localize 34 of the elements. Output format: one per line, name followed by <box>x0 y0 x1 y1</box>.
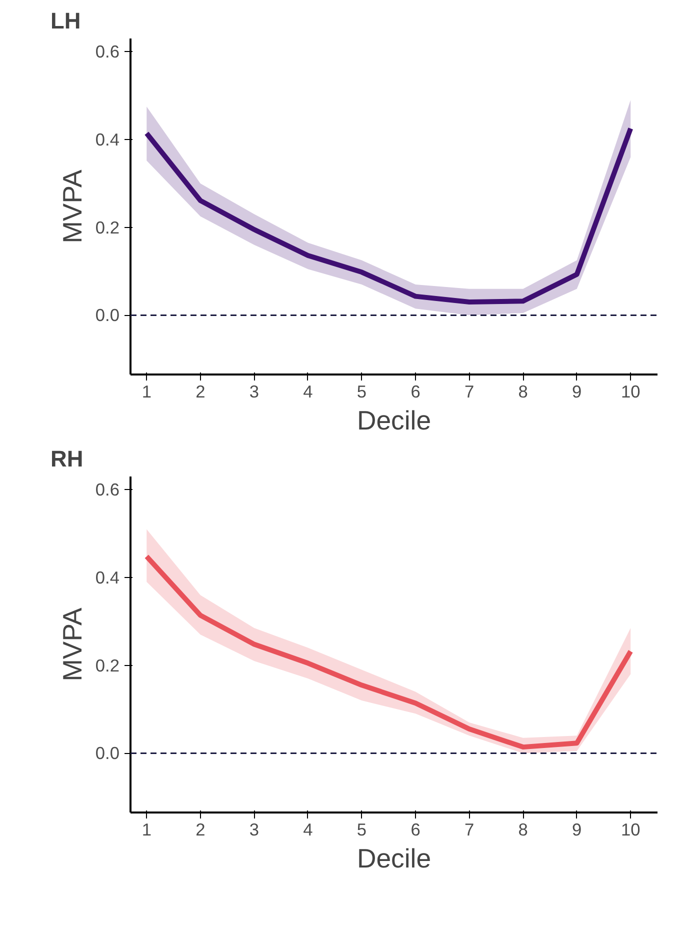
y-tick-label: 0.6 <box>95 42 120 62</box>
x-tick-label: 5 <box>356 820 367 840</box>
x-tick-label: 1 <box>142 820 152 840</box>
x-tick-label: 10 <box>620 382 640 402</box>
x-tick-label: 4 <box>303 382 314 402</box>
x-tick-label: 7 <box>464 820 474 840</box>
x-tick-label: 2 <box>196 820 206 840</box>
y-tick-label: 0.2 <box>95 655 120 676</box>
x-tick-label: 5 <box>356 382 367 402</box>
x-tick-label: 7 <box>464 382 474 402</box>
x-tick-label: 9 <box>572 382 582 402</box>
y-axis-title: MVPA <box>57 607 88 682</box>
x-tick-label: 6 <box>410 382 420 402</box>
y-axis-title: MVPA <box>57 169 88 244</box>
y-tick-label: 0.2 <box>95 217 120 238</box>
y-tick-label: 0.0 <box>95 305 120 326</box>
y-tick-label: 0.4 <box>95 130 120 150</box>
y-tick-label: 0.4 <box>95 568 120 588</box>
x-tick-label: 9 <box>572 820 582 840</box>
y-tick-label: 0.6 <box>95 480 120 500</box>
y-tick-label: 0.0 <box>95 743 120 764</box>
x-tick-label: 8 <box>518 382 528 402</box>
x-tick-label: 8 <box>518 820 528 840</box>
x-tick-label: 2 <box>196 382 206 402</box>
x-tick-label: 4 <box>303 820 314 840</box>
x-tick-label: 3 <box>249 382 260 402</box>
x-tick-label: 10 <box>620 820 640 840</box>
chart-title: RH <box>50 446 84 472</box>
x-axis-title: Decile <box>356 844 432 874</box>
chart-title: LH <box>50 8 81 34</box>
x-tick-label: 1 <box>142 382 152 402</box>
x-tick-label: 3 <box>249 820 260 840</box>
x-tick-label: 6 <box>410 820 420 840</box>
x-axis-title: Decile <box>356 406 432 436</box>
